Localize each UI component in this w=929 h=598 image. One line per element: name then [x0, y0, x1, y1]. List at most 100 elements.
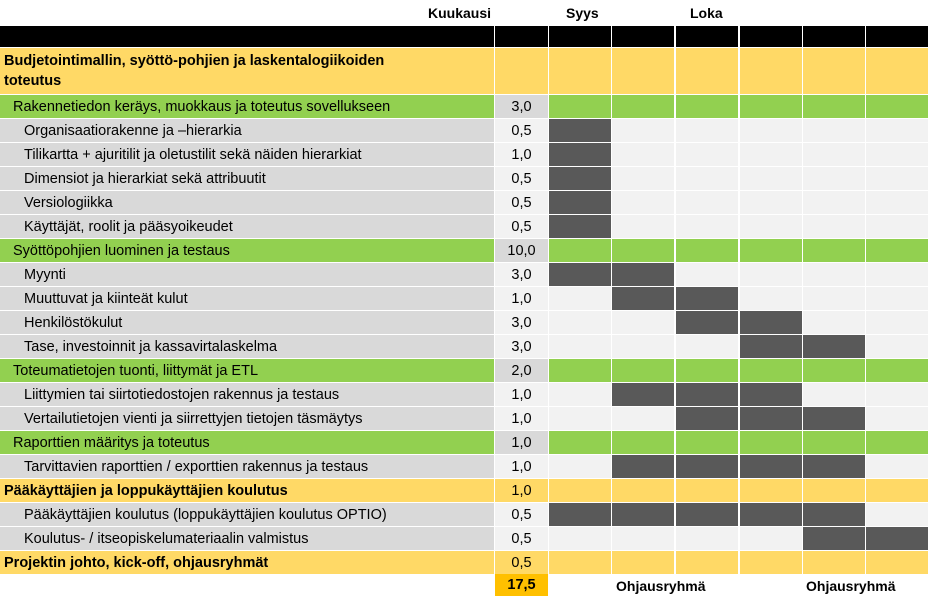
gantt-bar: [740, 455, 802, 478]
task-row-days: 1,0: [495, 455, 548, 478]
week-cell: [676, 359, 738, 382]
task-row-label: Tase, investoinnit ja kassavirtalaskelma: [0, 335, 494, 358]
week-cell: [866, 431, 928, 454]
task-row-label: Versiologiikka: [0, 191, 494, 214]
gantt-bar: [549, 503, 611, 526]
week-cell: [740, 191, 802, 214]
week-cell: [676, 431, 738, 454]
week-cell: [803, 167, 865, 190]
week-cell: [612, 167, 674, 190]
header-days: Pv: [495, 26, 548, 47]
week-cell: [740, 479, 802, 502]
week-cell: [676, 143, 738, 166]
week-cell: [866, 287, 928, 310]
header-week: Vk 43: [866, 26, 928, 47]
gantt-bar: [676, 503, 738, 526]
gantt-bar: [676, 407, 738, 430]
week-cell: [740, 215, 802, 238]
week-cell: [549, 455, 611, 478]
gantt-bar: [549, 215, 611, 238]
week-cell: [549, 239, 611, 262]
group-row-label: Rakennetiedon keräys, muokkaus ja toteut…: [0, 95, 494, 118]
week-cell: [549, 527, 611, 550]
week-cell: [866, 407, 928, 430]
gantt-bar: [549, 167, 611, 190]
gantt-bar: [740, 503, 802, 526]
gantt-bar: [803, 455, 865, 478]
week-cell: [612, 95, 674, 118]
gantt-bar: [676, 287, 738, 310]
week-cell: [549, 383, 611, 406]
week-cell: [740, 143, 802, 166]
week-cell: [803, 359, 865, 382]
week-cell: [612, 143, 674, 166]
week-cell: [803, 479, 865, 502]
week-cell: [740, 431, 802, 454]
week-cell: [676, 239, 738, 262]
week-cell: [612, 311, 674, 334]
week-cell: [740, 359, 802, 382]
task-row-label: Liittymien tai siirtotiedostojen rakennu…: [0, 383, 494, 406]
task-row-days: 0,5: [495, 503, 548, 526]
week-cell: [612, 551, 674, 574]
week-cell: [740, 95, 802, 118]
gantt-bar: [866, 527, 928, 550]
week-cell: [676, 95, 738, 118]
gantt-bar: [549, 263, 611, 286]
week-cell: [740, 48, 802, 94]
gantt-bar: [803, 335, 865, 358]
week-cell: [866, 479, 928, 502]
week-cell: [549, 48, 611, 94]
week-cell: [612, 119, 674, 142]
week-cell: [676, 167, 738, 190]
gantt-bar: [549, 191, 611, 214]
gantt-bar: [612, 455, 674, 478]
week-cell: [549, 287, 611, 310]
week-cell: [866, 119, 928, 142]
week-cell: [676, 335, 738, 358]
week-cell: [803, 48, 865, 94]
week-cell: [740, 119, 802, 142]
group-row-label: Raporttien määritys ja toteutus: [0, 431, 494, 454]
week-cell: [740, 527, 802, 550]
task-row-days: 0,5: [495, 191, 548, 214]
header-week: Vk 40: [676, 26, 738, 47]
group-row-days: 3,0: [495, 95, 548, 118]
group-row-days: 10,0: [495, 239, 548, 262]
task-row-days: 0,5: [495, 167, 548, 190]
week-cell: [549, 359, 611, 382]
section-row-days: 0,5: [495, 551, 548, 574]
week-cell: [549, 479, 611, 502]
month-label: Kuukausi: [428, 5, 492, 21]
week-cell: [866, 48, 928, 94]
gantt-bar: [612, 503, 674, 526]
week-cell: [803, 383, 865, 406]
week-cell: [612, 335, 674, 358]
week-cell: [612, 359, 674, 382]
task-row-label: Pääkäyttäjien koulutus (loppukäyttäjien …: [0, 503, 494, 526]
week-cell: [866, 383, 928, 406]
task-row-days: 0,5: [495, 215, 548, 238]
week-cell: [803, 119, 865, 142]
task-row-label: Myynti: [0, 263, 494, 286]
task-row-label: Henkilöstökulut: [0, 311, 494, 334]
week-cell: [549, 407, 611, 430]
week-cell: [612, 215, 674, 238]
task-row-label: Vertailutietojen vienti ja siirrettyjen …: [0, 407, 494, 430]
week-cell: [612, 239, 674, 262]
group-row-days: 2,0: [495, 359, 548, 382]
gantt-bar: [740, 311, 802, 334]
task-row-days: 3,0: [495, 263, 548, 286]
week-cell: [612, 479, 674, 502]
week-cell: [612, 191, 674, 214]
task-row-days: 0,5: [495, 527, 548, 550]
week-cell: [866, 551, 928, 574]
gantt-bar: [676, 455, 738, 478]
task-row-days: 1,0: [495, 383, 548, 406]
week-cell: [866, 167, 928, 190]
week-cell: [676, 191, 738, 214]
task-row-days: 3,0: [495, 335, 548, 358]
header-phase: Vaihe: [0, 26, 494, 47]
task-row-days: 3,0: [495, 311, 548, 334]
week-cell: [803, 215, 865, 238]
